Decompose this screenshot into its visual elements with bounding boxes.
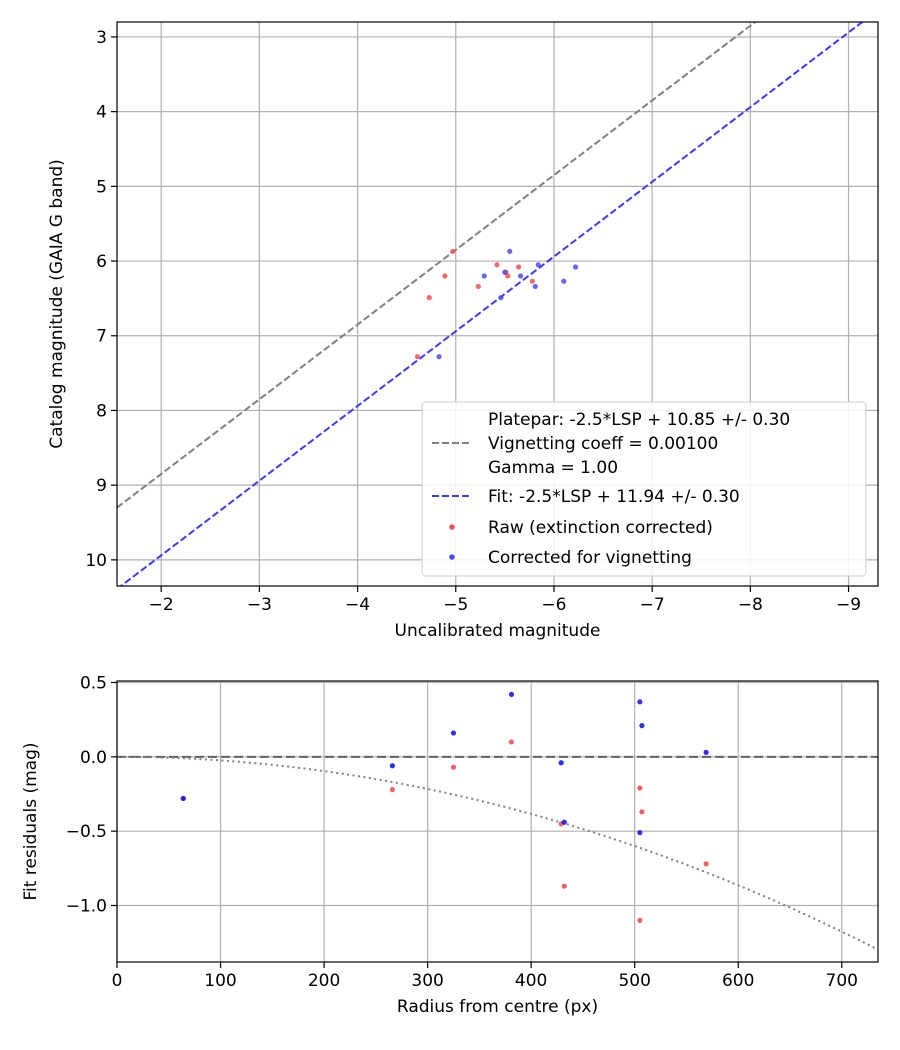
vignetting-curve bbox=[117, 755, 878, 951]
legend: Platepar: -2.5*LSP + 10.85 +/- 0.30 Vigne… bbox=[421, 401, 867, 577]
x-tick-label: −2 bbox=[149, 595, 174, 615]
corrected-point bbox=[572, 264, 579, 270]
corrected-residual-point bbox=[508, 691, 515, 697]
corrected-residual-point bbox=[450, 730, 457, 736]
y-axis-label: Fit residuals (mag) bbox=[21, 743, 41, 901]
legend-swatch-corrected bbox=[449, 554, 455, 560]
raw-point bbox=[475, 283, 481, 290]
corrected-point bbox=[481, 273, 487, 279]
plot-frame bbox=[116, 680, 879, 963]
raw-residual-point bbox=[703, 861, 709, 867]
y-tick-label: 0.5 bbox=[80, 673, 107, 693]
raw-point bbox=[442, 273, 448, 279]
raw-point bbox=[529, 278, 535, 284]
raw-residual-point bbox=[450, 764, 457, 770]
y-tick-label: −0.5 bbox=[66, 822, 107, 842]
plot-frame bbox=[116, 21, 879, 587]
y-tick-label: −1.0 bbox=[66, 897, 107, 917]
corrected-point bbox=[436, 354, 442, 360]
y-tick-label: 4 bbox=[96, 103, 107, 123]
y-tick-label: 0.0 bbox=[80, 748, 107, 768]
x-tick-label: −7 bbox=[640, 595, 665, 615]
y-tick-label: 7 bbox=[96, 327, 107, 347]
y-axis-label: Catalog magnitude (GAIA G band) bbox=[47, 159, 67, 449]
raw-point bbox=[505, 273, 511, 279]
y-tick-label: 5 bbox=[96, 177, 107, 197]
y-tick-label: 3 bbox=[96, 28, 107, 48]
corrected-residual-point bbox=[703, 749, 709, 755]
raw-point bbox=[414, 354, 421, 360]
raw-residual-point bbox=[389, 786, 396, 793]
platepar-line bbox=[117, 22, 757, 509]
y-tick-label: 10 bbox=[85, 551, 107, 571]
residuals-plot: 0 100 200 300 400 500 600 700 0.5 0.0 −0.5 −1.0 Radi… bbox=[21, 673, 879, 1017]
x-tick-label: 100 bbox=[204, 971, 236, 991]
corrected-point bbox=[507, 248, 513, 254]
corrected-residual-point bbox=[639, 723, 645, 729]
y-tick-label: 8 bbox=[96, 401, 107, 421]
corrected-residual-point bbox=[561, 819, 567, 825]
raw-residual-point bbox=[639, 809, 645, 815]
legend-box bbox=[421, 401, 867, 577]
corrected-point bbox=[535, 262, 541, 268]
corrected-residual-point bbox=[637, 699, 643, 705]
corrected-point bbox=[517, 273, 524, 279]
x-tick-label: 500 bbox=[618, 971, 650, 991]
corrected-residual-point bbox=[558, 760, 564, 766]
legend-label-platepar: Platepar: -2.5*LSP + 10.85 +/- 0.30 bbox=[488, 410, 790, 430]
corrected-residual-point bbox=[637, 830, 643, 836]
raw-residual-point bbox=[637, 917, 643, 923]
plot-area bbox=[117, 691, 878, 951]
x-tick-label: 300 bbox=[411, 971, 443, 991]
corrected-point bbox=[502, 269, 508, 275]
raw-point bbox=[516, 264, 522, 270]
plot-area bbox=[117, 22, 864, 586]
x-tick-label: −5 bbox=[443, 595, 468, 615]
x-tick-label: −8 bbox=[738, 595, 763, 615]
raw-residual-point bbox=[561, 883, 567, 889]
raw-residual-point bbox=[508, 739, 515, 745]
legend-label-raw: Raw (extinction corrected) bbox=[488, 518, 713, 538]
legend-swatch-raw bbox=[449, 524, 455, 530]
x-tick-label: 400 bbox=[515, 971, 547, 991]
x-tick-label: −4 bbox=[345, 595, 370, 615]
corrected-point bbox=[561, 278, 567, 284]
corrected-point bbox=[498, 295, 504, 301]
x-tick-label: 200 bbox=[308, 971, 340, 991]
x-tick-label: −3 bbox=[247, 595, 272, 615]
calibration-plot: −2 −3 −4 −5 −6 −7 −8 −9 3 4 5 6 7 8 9 10 Uncalibrated ma… bbox=[47, 21, 879, 641]
x-tick-label: 0 bbox=[112, 971, 123, 991]
legend-label-fit: Fit: -2.5*LSP + 11.94 +/- 0.30 bbox=[488, 487, 740, 507]
x-tick-label: −6 bbox=[541, 595, 566, 615]
x-axis-label: Uncalibrated magnitude bbox=[395, 621, 601, 641]
x-axis-label: Radius from centre (px) bbox=[397, 997, 598, 1017]
legend-label-corrected: Corrected for vignetting bbox=[488, 548, 692, 568]
x-tick-label: 600 bbox=[722, 971, 754, 991]
legend-label-platepar: Gamma = 1.00 bbox=[488, 458, 618, 478]
corrected-point bbox=[532, 283, 538, 290]
x-tick-label: −9 bbox=[836, 595, 861, 615]
fit-line bbox=[119, 22, 864, 586]
raw-point bbox=[494, 262, 500, 268]
legend-label-platepar: Vignetting coeff = 0.00100 bbox=[488, 434, 718, 454]
y-tick-label: 9 bbox=[96, 476, 107, 496]
raw-point bbox=[426, 295, 432, 301]
raw-residual-point bbox=[637, 785, 643, 791]
corrected-residual-point bbox=[389, 763, 396, 769]
x-tick-label: 700 bbox=[826, 971, 858, 991]
y-tick-label: 6 bbox=[96, 252, 107, 272]
raw-point bbox=[450, 248, 456, 254]
corrected-residual-point bbox=[180, 795, 186, 802]
